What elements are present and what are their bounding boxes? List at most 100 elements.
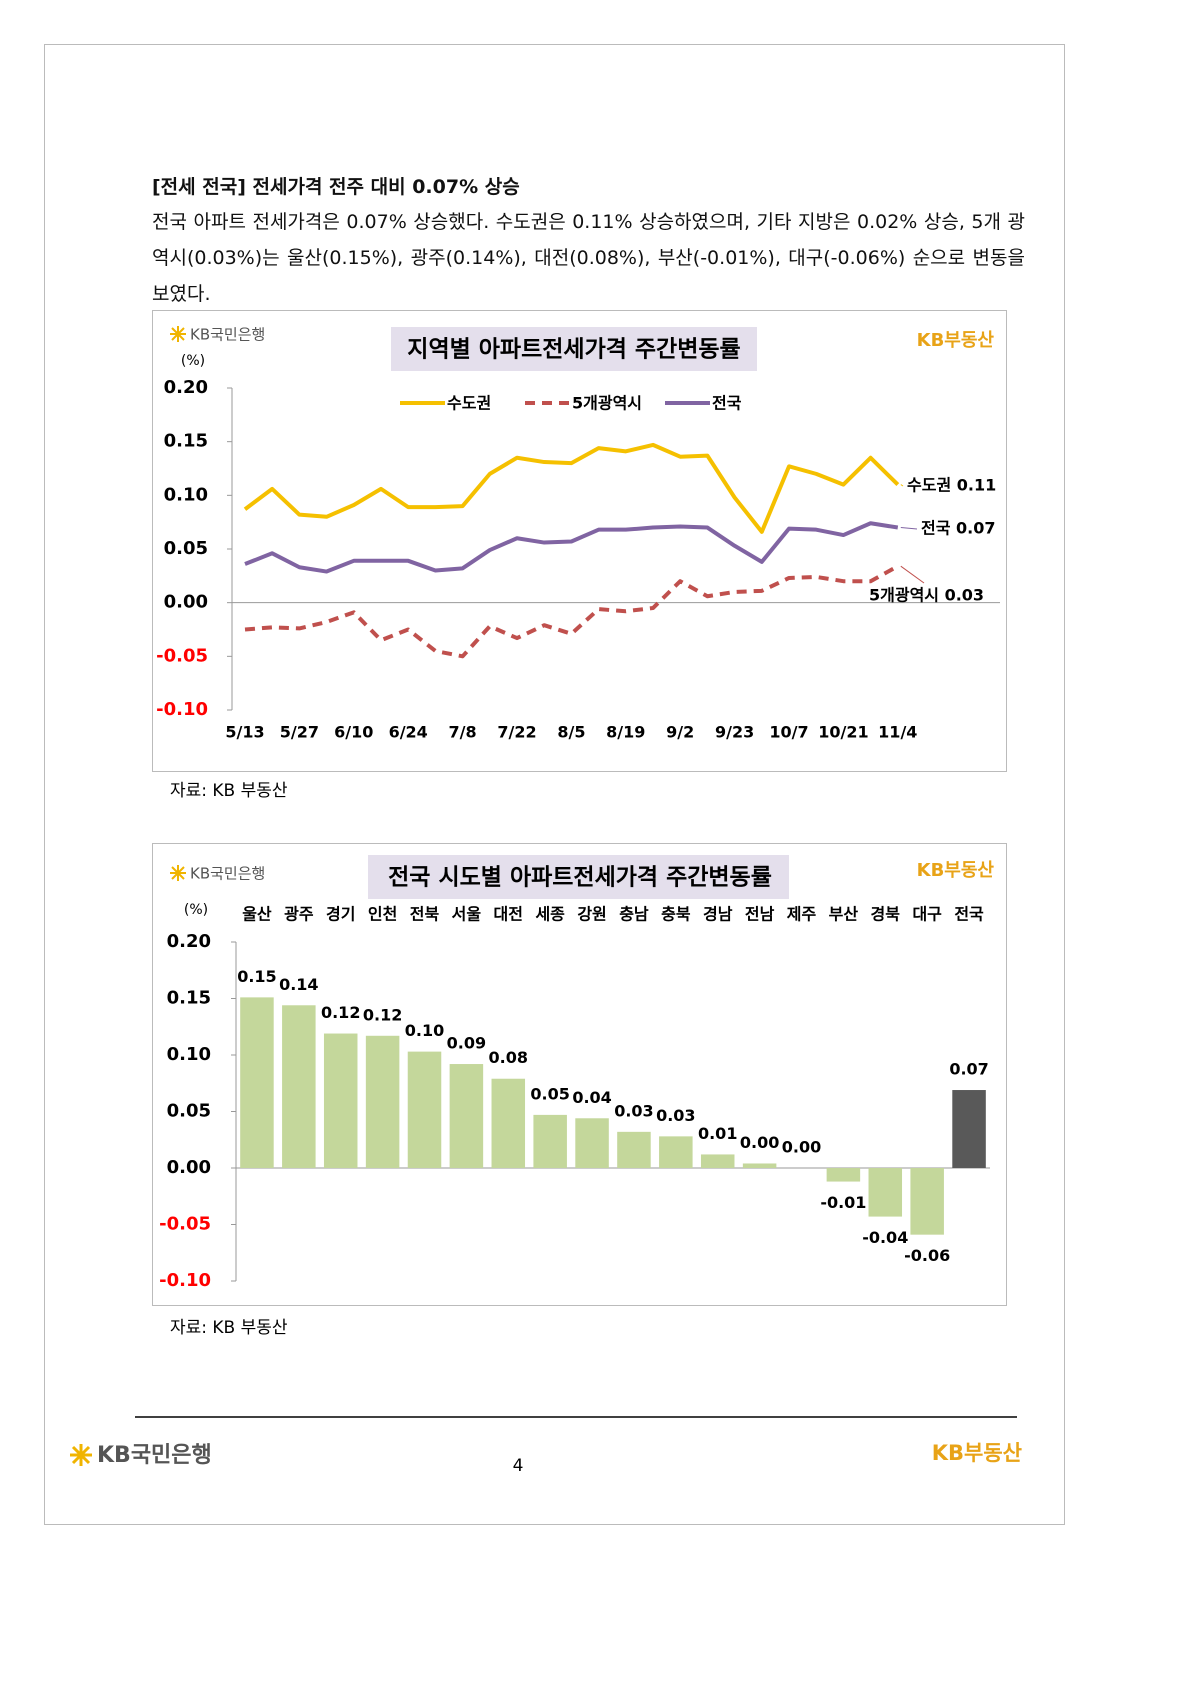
bar [282,1005,316,1168]
category-label: 대전 [494,905,523,924]
title-background [368,855,789,899]
category-label: 인천 [368,905,397,924]
realty-logo-text: KB부동산 [917,860,995,881]
y-tick-label: -0.05 [159,1214,211,1235]
category-label: 충남 [619,905,649,924]
bar [533,1114,567,1168]
y-tick-label: 0.10 [164,484,208,505]
legend-label: 전국 [712,394,742,413]
x-tick-label: 8/19 [606,723,645,742]
category-label: 서울 [452,905,482,924]
chart-frame [152,310,1007,772]
bank-logo-text: KB국민은행 [190,326,265,344]
section-heading: [전세 전국] 전세가격 전주 대비 0.07% 상승 [152,176,520,198]
bar [365,1035,400,1168]
category-label: 강원 [577,905,606,924]
series-line [244,564,899,659]
bar [910,1168,944,1235]
bar [700,1154,735,1168]
bar [491,1078,526,1168]
footer-bank-logo: KB국민은행 [70,1443,212,1468]
title-background [391,327,757,371]
source-note: 자료: KB 부동산 [170,1318,288,1338]
value-label: 0.10 [405,1021,444,1040]
bar [868,1168,903,1217]
x-tick-label: 7/22 [497,723,536,742]
y-tick-label: 0.15 [167,988,211,1009]
category-label: 광주 [284,905,314,924]
section-paragraph: 전국 아파트 전세가격은 0.07% 상승했다. 수도권은 0.11% 상승하였… [152,211,1025,305]
page-number: 4 [513,1456,524,1476]
source-note: 자료: KB 부동산 [170,781,288,801]
realty-logo-text: KB부동산 [932,1441,1022,1465]
bar [826,1168,861,1182]
value-label: 0.07 [949,1060,988,1079]
bar [575,1118,609,1168]
x-tick-label: 9/23 [715,723,754,742]
category-label: 충북 [661,905,691,924]
bar [240,997,274,1168]
bar [742,1163,777,1168]
bar [952,1090,986,1168]
x-tick-label: 6/10 [334,723,373,742]
bar [617,1131,651,1168]
value-label: -0.04 [862,1228,908,1247]
category-label: 전국 [954,905,984,924]
category-label: 경기 [326,905,355,924]
category-label: 경북 [871,905,901,924]
chart-title: 전국 시도별 아파트전세가격 주간변동률 [388,865,772,891]
category-label: 부산 [829,905,859,924]
value-label: 0.12 [363,1005,402,1024]
category-label: 대구 [912,905,942,924]
annotation: 전국 0.07 [921,519,996,538]
value-label: 0.15 [237,967,276,986]
bank-logo-text: KB국민은행 [190,865,265,883]
value-label: 0.09 [447,1034,486,1053]
bank-logo-text: KB국민은행 [97,1443,212,1468]
legend-label: 수도권 [447,394,491,413]
x-tick-label: 5/27 [280,723,319,742]
y-tick-label: 0.05 [164,538,208,559]
value-label: -0.01 [820,1193,866,1212]
value-label: 0.12 [321,1003,360,1022]
category-label: 경남 [703,905,733,924]
y-tick-label: 0.00 [167,1157,211,1178]
y-tick-label: 0.00 [164,592,208,613]
value-label: 0.03 [614,1101,653,1120]
logo-icon [70,1444,92,1466]
x-tick-label: 10/21 [818,723,868,742]
realty-logo-text: KB부동산 [917,330,995,351]
value-label: 0.01 [698,1124,737,1143]
page-border [44,44,1065,1525]
y-unit: (%) [181,353,205,369]
value-label: 0.14 [279,975,318,994]
bar [323,1033,358,1168]
x-tick-label: 7/8 [449,723,477,742]
bar [449,1064,484,1168]
category-label: 제주 [787,905,817,924]
y-tick-label: 0.20 [167,931,211,952]
x-tick-label: 8/5 [557,723,585,742]
value-label: 0.08 [489,1048,528,1067]
category-label: 울산 [242,905,272,924]
x-tick-label: 9/2 [666,723,694,742]
annotation-leader [900,565,925,584]
value-label: 0.04 [572,1088,611,1107]
y-tick-label: -0.05 [156,645,208,666]
y-tick-label: 0.10 [167,1044,211,1065]
value-label: -0.06 [904,1246,950,1265]
x-tick-label: 11/4 [878,723,917,742]
series-line [243,442,900,534]
value-label: 0.00 [782,1138,821,1157]
x-tick-label: 5/13 [225,723,264,742]
chart-title: 지역별 아파트전세가격 주간변동률 [407,337,740,363]
value-label: 0.05 [530,1084,569,1103]
annotation-leader [900,484,904,487]
category-label: 전남 [745,905,775,924]
annotation-leader [900,527,918,530]
logo-icon [170,326,186,342]
y-tick-label: 0.15 [164,431,208,452]
logo-icon [170,865,186,881]
